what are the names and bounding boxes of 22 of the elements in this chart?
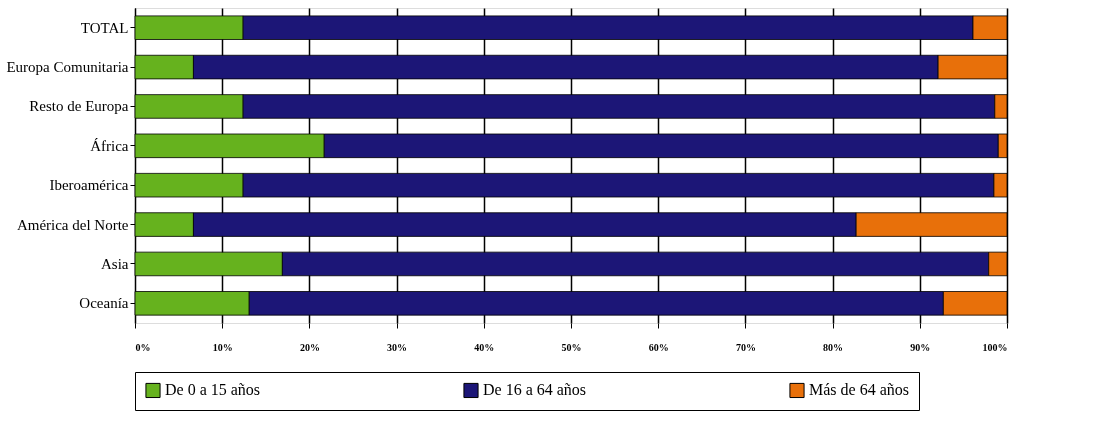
x-tick-label: 80% [823, 341, 844, 353]
x-tick-label: 10% [212, 341, 233, 353]
legend-label: De 16 a 64 años [483, 381, 587, 399]
legend-label: De 0 a 15 años [165, 381, 261, 399]
x-tick-label: 60% [648, 341, 669, 353]
y-tick-label: Resto de Europa [29, 98, 129, 115]
y-tick-label: América del Norte [16, 216, 129, 233]
x-tick-label: 100% [982, 341, 1008, 353]
y-tick-label: Iberoamérica [49, 177, 129, 194]
x-tick-label: 70% [735, 341, 756, 353]
x-tick-label: 40% [474, 341, 495, 353]
y-tick-label: Oceanía [79, 295, 129, 312]
y-tick-label: África [90, 137, 129, 154]
y-tick-label: TOTAL [80, 19, 129, 36]
y-tick-label: Europa Comunitaria [6, 59, 129, 76]
x-tick-label: 50% [561, 341, 582, 353]
y-tick-label: Asia [101, 255, 129, 272]
x-tick-label: 90% [910, 341, 931, 353]
x-tick-label: 0% [135, 341, 151, 353]
legend-label: Más de 64 años [809, 381, 909, 399]
x-tick-label: 20% [299, 341, 320, 353]
x-tick-label: 30% [387, 341, 408, 353]
